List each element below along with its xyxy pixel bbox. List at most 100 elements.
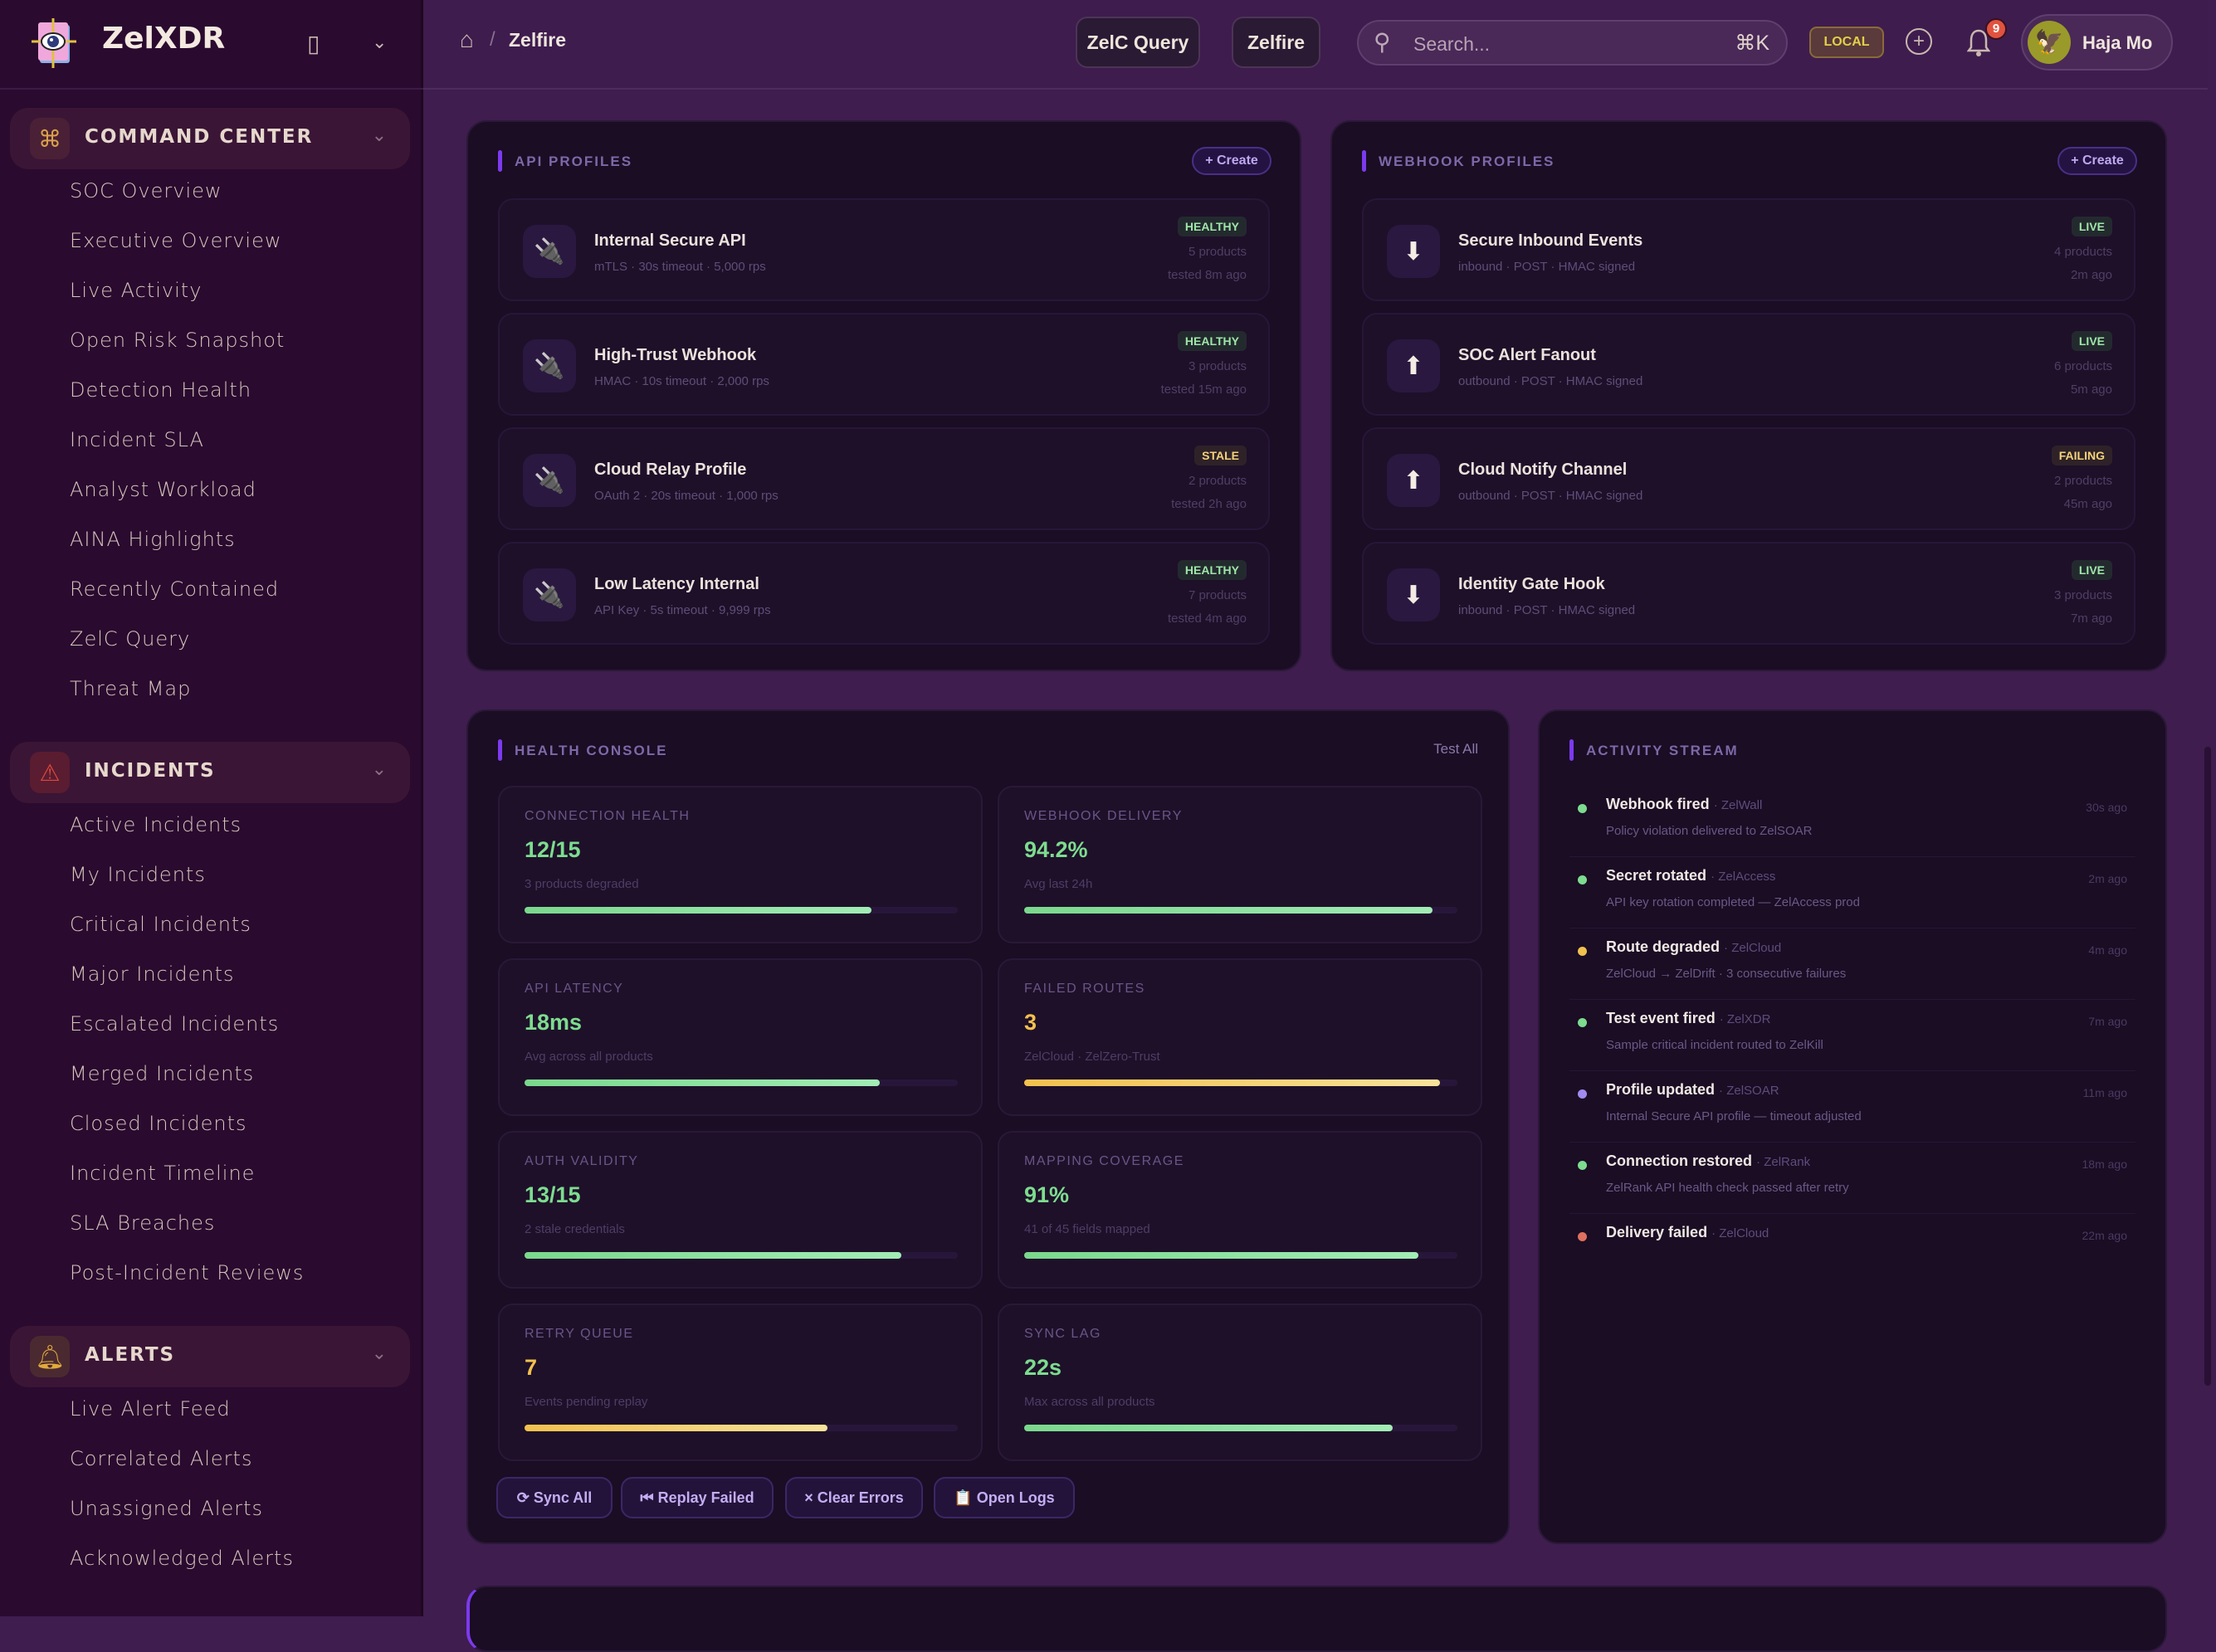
sidebar-section-incidents[interactable]: ⚠ INCIDENTS ⌄ — [10, 742, 410, 803]
activity-time: 7m ago — [2088, 1015, 2127, 1028]
sidebar-item[interactable]: Incident SLA — [70, 428, 204, 451]
sidebar-item[interactable]: Live Activity — [70, 279, 203, 302]
add-icon[interactable]: + — [1906, 28, 1932, 55]
api-profile-row[interactable]: 🔌 Low Latency Internal API Key · 5s timeou… — [498, 542, 1270, 645]
activity-item[interactable]: Route degraded · ZelCloud ZelCloud → ZelD… — [1569, 928, 2135, 1000]
activity-item[interactable]: Profile updated · ZelSOAR Internal Secure… — [1569, 1071, 2135, 1143]
sidebar-item[interactable]: Acknowledged Alerts — [70, 1547, 294, 1570]
sidebar-item[interactable]: Post-Incident Reviews — [70, 1261, 305, 1284]
sidebar-item[interactable]: SLA Breaches — [70, 1211, 216, 1235]
metric-label: FAILED ROUTES — [1024, 982, 1145, 996]
home-icon[interactable]: ⌂ — [460, 27, 474, 52]
progress-fill — [1024, 1425, 1393, 1431]
health-console-title: HEALTH CONSOLE — [498, 739, 667, 761]
sidebar-item[interactable]: Critical Incidents — [70, 913, 251, 936]
collapse-all-icon[interactable]: ⌄ — [372, 32, 388, 52]
sidebar-item[interactable]: Incident Timeline — [70, 1162, 256, 1185]
progress-track — [525, 1079, 958, 1086]
clear-errors-button[interactable]: × Clear Errors — [785, 1477, 923, 1518]
profile-name: Internal Secure API — [594, 231, 746, 250]
progress-track — [1024, 1079, 1457, 1086]
activity-title: Connection restored · ZelRank — [1606, 1153, 1810, 1170]
progress-fill — [1024, 1079, 1441, 1086]
sidebar-item[interactable]: Threat Map — [70, 677, 192, 700]
sidebar-item[interactable]: ZelC Query — [70, 627, 191, 651]
chevron-down-icon[interactable]: ⌄ — [371, 1343, 387, 1363]
progress-fill — [1024, 1252, 1419, 1259]
product-count: 3 products — [1188, 359, 1247, 373]
sidebar-toggle-icon[interactable]: ▯ — [307, 31, 320, 56]
create-webhook-profile-button[interactable]: + Create — [2057, 147, 2137, 175]
activity-item[interactable]: Connection restored · ZelRank ZelRank API… — [1569, 1143, 2135, 1214]
sidebar-item[interactable]: Major Incidents — [70, 962, 235, 986]
sidebar-item[interactable]: Closed Incidents — [70, 1112, 247, 1135]
sidebar-item[interactable]: My Incidents — [70, 863, 206, 886]
user-menu[interactable]: 🦅 Haja Mo — [2021, 14, 2173, 71]
main-scrollbar[interactable] — [2204, 747, 2211, 1386]
sync-all-button[interactable]: ⟳ Sync All — [496, 1477, 613, 1518]
sidebar-item[interactable]: Open Risk Snapshot — [70, 329, 286, 352]
status-dot-icon — [1578, 875, 1587, 884]
api-profile-row[interactable]: 🔌 High-Trust Webhook HMAC · 10s timeout · … — [498, 313, 1270, 416]
progress-fill — [525, 1425, 828, 1431]
sidebar-item[interactable]: Analyst Workload — [70, 478, 256, 501]
last-tested: tested 4m ago — [1167, 612, 1247, 626]
activity-description: Policy violation delivered to ZelSOAR — [1606, 824, 1813, 838]
search-input[interactable]: ⚲ Search... ⌘K — [1357, 20, 1788, 66]
webhook-profile-row[interactable]: ⬇ Identity Gate Hook inbound · POST · HMAC… — [1362, 542, 2135, 645]
sidebar-item[interactable]: Live Alert Feed — [70, 1397, 231, 1421]
profile-details: outbound · POST · HMAC signed — [1458, 489, 1643, 503]
profile-details: mTLS · 30s timeout · 5,000 rps — [594, 260, 766, 274]
api-profile-row[interactable]: 🔌 Cloud Relay Profile OAuth 2 · 20s timeou… — [498, 427, 1270, 530]
activity-time: 4m ago — [2088, 943, 2127, 957]
test-all-link[interactable]: Test All — [1433, 741, 1478, 757]
activity-source: · ZelCloud — [1711, 1226, 1769, 1240]
sidebar-item[interactable]: AINA Highlights — [70, 528, 236, 551]
webhook-profile-row[interactable]: ⬇ Secure Inbound Events inbound · POST · H… — [1362, 198, 2135, 301]
plug-icon: 🔌 — [523, 454, 576, 507]
sidebar-item[interactable]: Escalated Incidents — [70, 1012, 280, 1036]
health-tile-api-latency: API LATENCY 18ms Avg across all products — [498, 958, 983, 1116]
notifications-bell-icon[interactable] — [1967, 28, 1990, 58]
metric-value: 3 — [1024, 1010, 1037, 1035]
activity-item[interactable]: Secret rotated · ZelAccess API key rotati… — [1569, 857, 2135, 928]
arrow-down-icon: ⬇ — [1387, 225, 1440, 278]
webhook-profile-row[interactable]: ⬆ SOC Alert Fanout outbound · POST · HMAC … — [1362, 313, 2135, 416]
replay-failed-button[interactable]: ⏮ Replay Failed — [621, 1477, 774, 1518]
sidebar-item[interactable]: Executive Overview — [70, 229, 282, 252]
sidebar-item[interactable]: Unassigned Alerts — [70, 1497, 264, 1520]
profile-name: Identity Gate Hook — [1458, 575, 1605, 593]
chevron-down-icon[interactable]: ⌄ — [371, 758, 387, 779]
search-placeholder: Search... — [1413, 33, 1491, 55]
webhook-profile-row[interactable]: ⬆ Cloud Notify Channel outbound · POST · H… — [1362, 427, 2135, 530]
sidebar-item[interactable]: Recently Contained — [70, 577, 280, 601]
profile-details: API Key · 5s timeout · 9,999 rps — [594, 603, 771, 617]
sidebar-section-alerts[interactable]: 🔔︎ ALERTS ⌄ — [10, 1326, 410, 1387]
activity-item[interactable]: Test event fired · ZelXDR Sample critical… — [1569, 1000, 2135, 1071]
user-name: Haja Mo — [2082, 32, 2153, 53]
sidebar-item[interactable]: Correlated Alerts — [70, 1447, 253, 1470]
api-profile-row[interactable]: 🔌 Internal Secure API mTLS · 30s timeout ·… — [498, 198, 1270, 301]
activity-item[interactable]: Webhook fired · ZelWall Policy violation … — [1569, 786, 2135, 857]
sidebar-section-command-center[interactable]: ⌘ COMMAND CENTER ⌄ — [10, 108, 410, 169]
sidebar-item[interactable]: SOC Overview — [70, 179, 222, 202]
open-logs-button[interactable]: 📋 Open Logs — [934, 1477, 1075, 1518]
create-api-profile-button[interactable]: + Create — [1192, 147, 1272, 175]
metric-subtext: ZelCloud · ZelZero-Trust — [1024, 1050, 1160, 1064]
activity-item[interactable]: Delivery failed · ZelCloud 22m ago — [1569, 1214, 2135, 1285]
status-dot-icon — [1578, 1089, 1587, 1099]
zelc-query-button[interactable]: ZelC Query — [1076, 17, 1200, 68]
last-tested: 7m ago — [2070, 612, 2112, 626]
activity-description: Sample critical incident routed to ZelKi… — [1606, 1038, 1823, 1052]
activity-source: · ZelCloud — [1724, 941, 1782, 955]
chevron-down-icon[interactable]: ⌄ — [371, 124, 387, 145]
zelfire-button[interactable]: Zelfire — [1232, 17, 1320, 68]
activity-title: Profile updated · ZelSOAR — [1606, 1081, 1779, 1099]
metric-label: RETRY QUEUE — [525, 1327, 634, 1341]
sidebar: ZelXDR ▯ ⌄ ⌘ COMMAND CENTER ⌄ SOC Overview E… — [0, 0, 423, 1616]
sidebar-item[interactable]: Detection Health — [70, 378, 252, 402]
sidebar-item[interactable]: Active Incidents — [70, 813, 242, 836]
status-badge: FAILING — [2051, 446, 2112, 465]
sidebar-item[interactable]: Merged Incidents — [70, 1062, 255, 1085]
activity-title: Test event fired · ZelXDR — [1606, 1010, 1770, 1027]
